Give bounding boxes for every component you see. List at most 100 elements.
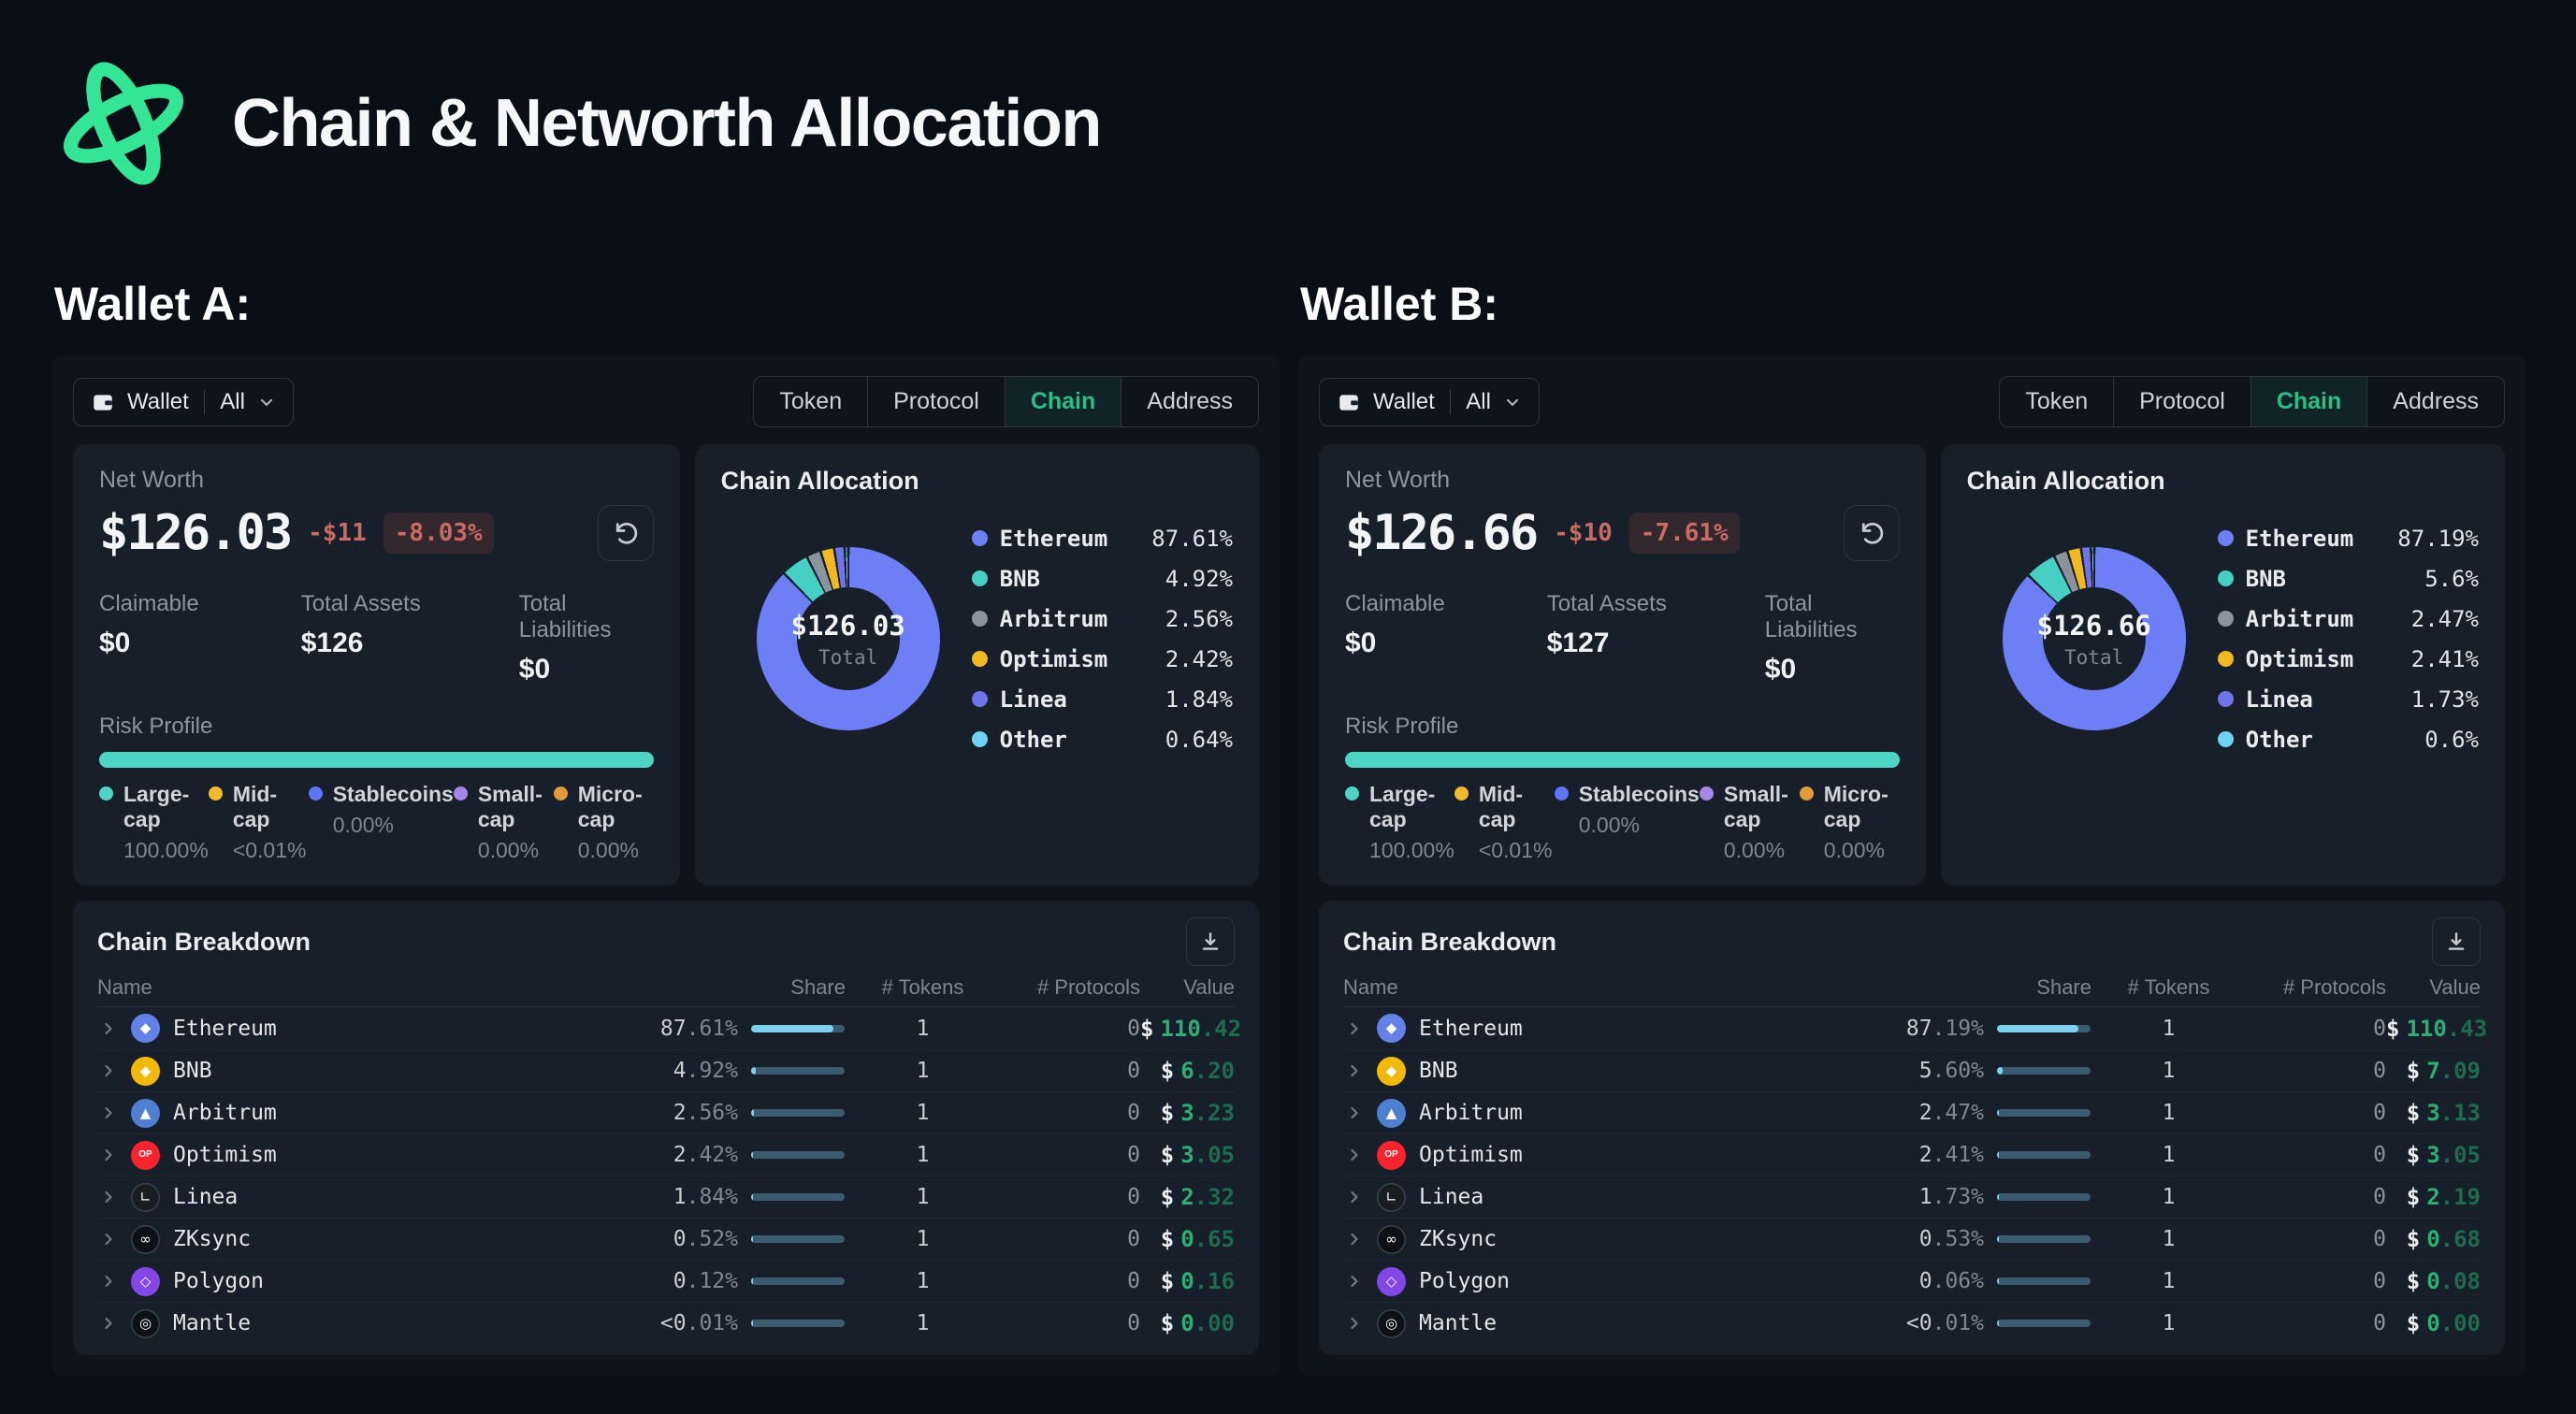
chain-icon: ▲	[1377, 1098, 1406, 1128]
view-tab-protocol[interactable]: Protocol	[867, 377, 1005, 426]
column-header-name: Name	[97, 974, 152, 999]
legend-chain-name: Arbitrum	[2245, 605, 2354, 632]
table-row[interactable]: ∞ ZKsync 0.52% 1 0 $0.65	[97, 1218, 1235, 1260]
net-worth-stat: Total Liabilities $0	[1765, 591, 1900, 685]
token-count: 1	[2162, 1016, 2176, 1041]
chain-name: BNB	[1419, 1059, 1458, 1083]
risk-category-value: 0.00%	[1823, 838, 1885, 862]
risk-category-label: Small-cap	[477, 782, 543, 831]
value-fraction: .05	[2439, 1142, 2481, 1168]
table-row[interactable]: ∟ Linea 1.84% 1 0 $2.32	[97, 1176, 1235, 1218]
view-tab-chain[interactable]: Chain	[1004, 377, 1122, 426]
share-percent: 2.41%	[1918, 1143, 1984, 1167]
risk-profile: Risk Profile Large-cap 100.00% Mid-cap <…	[1345, 714, 1900, 863]
view-tab-token[interactable]: Token	[754, 377, 867, 426]
chain-value: $0.16	[1140, 1268, 1235, 1294]
currency-symbol: $	[2406, 1226, 2421, 1252]
chain-icon: ◆	[1377, 1056, 1406, 1086]
column-header-value: Value	[2429, 974, 2481, 999]
net-worth-value: $126.03	[99, 505, 293, 561]
expand-chevron-icon[interactable]	[1345, 1230, 1364, 1248]
expand-chevron-icon[interactable]	[99, 1314, 118, 1333]
share-bar	[751, 1277, 845, 1285]
expand-chevron-icon[interactable]	[99, 1272, 118, 1291]
expand-chevron-icon[interactable]	[99, 1146, 118, 1164]
table-row[interactable]: ◇ Polygon 0.12% 1 0 $0.16	[97, 1260, 1235, 1302]
risk-legend: Large-cap 100.00% Mid-cap <0.01% Stablec…	[99, 782, 654, 863]
table-row[interactable]: ◆ Ethereum 87.61% 1 0 $110.42	[97, 1007, 1241, 1049]
risk-category-value: 0.00%	[1578, 813, 1640, 837]
table-row[interactable]: ◆ Ethereum 87.19% 1 0 $110.43	[1343, 1007, 2487, 1049]
chain-allocation-body: $126.03 Total Ethereum 87.61% BNB 4.92% …	[721, 518, 1233, 759]
chain-icon: ◇	[1377, 1266, 1406, 1296]
view-tab-token[interactable]: Token	[2000, 377, 2113, 426]
expand-chevron-icon[interactable]	[99, 1019, 118, 1038]
token-count: 1	[2162, 1101, 2176, 1125]
chain-icon-glyph: ∟	[1385, 1188, 1397, 1205]
share-bar-cell	[1984, 1277, 2091, 1285]
table-row[interactable]: ◆ BNB 4.92% 1 0 $6.20	[97, 1049, 1235, 1091]
table-row[interactable]: ∞ ZKsync 0.53% 1 0 $0.68	[1343, 1218, 2481, 1260]
expand-chevron-icon[interactable]	[99, 1230, 118, 1248]
view-tab-address[interactable]: Address	[1121, 377, 1258, 426]
column-header-name: Name	[1343, 974, 1398, 999]
chain-name: Mantle	[173, 1311, 252, 1335]
net-worth-card: Net Worth $126.03 -$11 -8.03% Claimable …	[73, 444, 680, 886]
refresh-button[interactable]	[1843, 505, 1900, 561]
row-name-cell: ▲ Arbitrum	[1343, 1098, 1783, 1128]
expand-chevron-icon[interactable]	[1345, 1104, 1364, 1122]
table-row[interactable]: ▲ Arbitrum 2.56% 1 0 $3.23	[97, 1091, 1235, 1133]
expand-chevron-icon[interactable]	[99, 1188, 118, 1206]
page-title: Chain & Networth Allocation	[232, 86, 1102, 161]
wallet-heading: Wallet A:	[54, 278, 252, 330]
risk-legend-item: Large-cap 100.00%	[1345, 782, 1454, 863]
share-bar-cell	[738, 1151, 846, 1159]
share-bar	[1997, 1151, 2091, 1159]
view-tab-chain[interactable]: Chain	[2250, 377, 2367, 426]
net-worth-change-abs: -$10	[1554, 519, 1613, 547]
expand-chevron-icon[interactable]	[99, 1104, 118, 1122]
donut-center: $126.66 Total	[2037, 587, 2151, 690]
legend-chain-name: BNB	[999, 565, 1040, 592]
table-row[interactable]: ◎ Mantle <0.01% 1 0 $0.00	[97, 1302, 1235, 1344]
token-count: 1	[916, 1059, 930, 1083]
chain-allocation-title: Chain Allocation	[1966, 467, 2165, 495]
table-row[interactable]: ◎ Mantle <0.01% 1 0 $0.00	[1343, 1302, 2481, 1344]
table-row[interactable]: ◇ Polygon 0.06% 1 0 $0.08	[1343, 1260, 2481, 1302]
allocation-legend-item: BNB 4.92%	[971, 558, 1233, 599]
view-tab-protocol[interactable]: Protocol	[2113, 377, 2250, 426]
share-bar-cell	[738, 1024, 846, 1032]
filter-row: Wallet All Token Protocol Chain Address	[73, 376, 1259, 427]
expand-chevron-icon[interactable]	[1345, 1314, 1364, 1333]
wallet-filter-button[interactable]: Wallet All	[73, 377, 294, 426]
risk-category-value: 0.00%	[577, 838, 639, 862]
table-row[interactable]: ▲ Arbitrum 2.47% 1 0 $3.13	[1343, 1091, 2481, 1133]
download-button[interactable]	[1186, 917, 1235, 966]
expand-chevron-icon[interactable]	[1345, 1146, 1364, 1164]
table-row[interactable]: OP Optimism 2.41% 1 0 $3.05	[1343, 1133, 2481, 1176]
chain-icon: ▲	[131, 1098, 160, 1128]
expand-chevron-icon[interactable]	[1345, 1061, 1364, 1080]
expand-chevron-icon[interactable]	[1345, 1272, 1364, 1291]
expand-chevron-icon[interactable]	[1345, 1019, 1364, 1038]
net-worth-change-pct-badge: -8.03%	[383, 512, 494, 554]
wallet-filter-button[interactable]: Wallet All	[1319, 377, 1540, 426]
currency-symbol: $	[1140, 1015, 1154, 1042]
value-whole: 2	[2426, 1184, 2440, 1210]
legend-dot-icon	[971, 651, 988, 667]
refresh-button[interactable]	[597, 505, 654, 561]
risk-category-label: Small-cap	[1723, 782, 1788, 831]
protocol-count: 0	[2373, 1143, 2386, 1167]
net-worth-card: Net Worth $126.66 -$10 -7.61% Claimable …	[1319, 444, 1926, 886]
view-tab-address[interactable]: Address	[2366, 377, 2504, 426]
download-button[interactable]	[2432, 917, 2481, 966]
share-bar-fill	[1997, 1193, 1999, 1201]
chain-icon: ∞	[131, 1224, 160, 1254]
expand-chevron-icon[interactable]	[99, 1061, 118, 1080]
table-row[interactable]: ∟ Linea 1.73% 1 0 $2.19	[1343, 1176, 2481, 1218]
net-worth-value-row: $126.66 -$10 -7.61%	[1345, 505, 1900, 561]
expand-chevron-icon[interactable]	[1345, 1188, 1364, 1206]
wallet-columns: Wallet A: Wallet All Token Protocol Chai…	[52, 277, 2525, 1376]
table-row[interactable]: OP Optimism 2.42% 1 0 $3.05	[97, 1133, 1235, 1176]
table-row[interactable]: ◆ BNB 5.60% 1 0 $7.09	[1343, 1049, 2481, 1091]
